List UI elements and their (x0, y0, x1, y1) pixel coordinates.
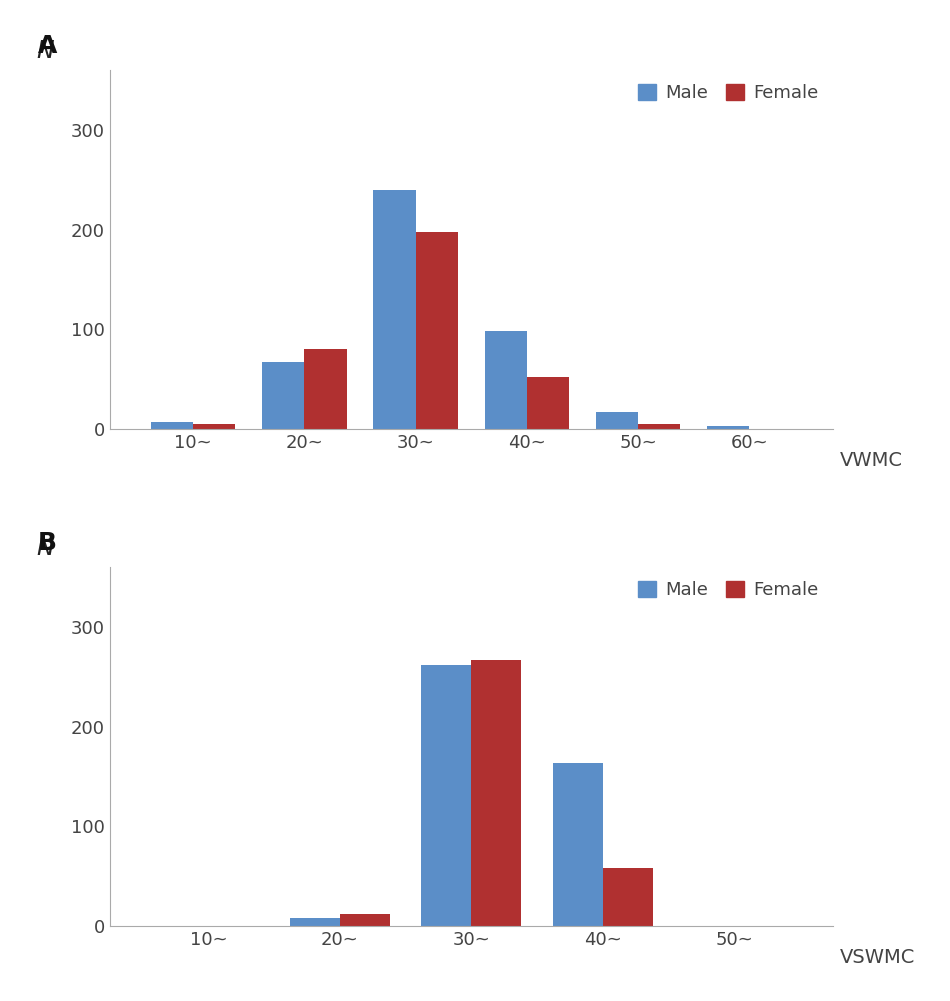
Bar (484, 331, 526, 429)
Bar (421, 665, 471, 926)
Text: A: A (37, 34, 57, 58)
Bar (373, 189, 415, 429)
Bar (596, 412, 638, 429)
Bar (151, 422, 193, 429)
Text: B: B (37, 531, 56, 555)
Bar (415, 231, 458, 429)
Bar (262, 362, 304, 429)
Bar (340, 914, 389, 926)
Text: N: N (36, 536, 53, 560)
Legend: Male, Female: Male, Female (633, 79, 824, 108)
Bar (638, 424, 680, 429)
Text: VSWMC: VSWMC (840, 948, 915, 967)
Bar (602, 868, 653, 926)
Legend: Male, Female: Male, Female (633, 576, 824, 605)
Bar (553, 764, 602, 926)
Bar (193, 424, 236, 429)
Text: N: N (36, 39, 53, 63)
Bar (471, 660, 522, 926)
Bar (707, 426, 750, 429)
Bar (304, 349, 347, 429)
Bar (526, 377, 569, 429)
Bar (290, 918, 340, 926)
Text: VWMC: VWMC (840, 450, 902, 469)
